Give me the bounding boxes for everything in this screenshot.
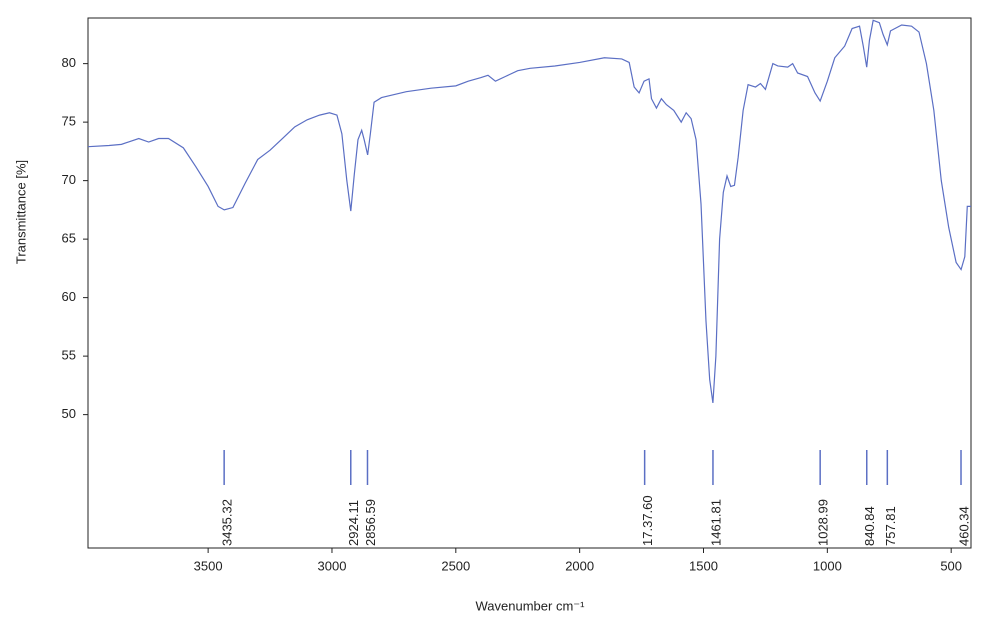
peak-label: 460.34 — [956, 506, 971, 546]
peak-label: 757.81 — [883, 506, 898, 546]
y-tick-label: 70 — [62, 172, 76, 187]
spectrum-line — [87, 19, 971, 404]
y-axis-title: Transmittance [%] — [13, 160, 28, 264]
peak-label: 3435.32 — [220, 499, 235, 546]
x-tick-label: 1500 — [689, 558, 718, 573]
y-tick-label: 65 — [62, 231, 76, 246]
plot-frame — [87, 17, 972, 549]
x-tick-label: 500 — [940, 558, 962, 573]
y-tick-label: 80 — [62, 55, 76, 70]
x-tick-label: 3500 — [194, 558, 223, 573]
x-tick-label: 2500 — [441, 558, 470, 573]
peak-label: 1028.99 — [816, 499, 831, 546]
x-tick-label: 2000 — [565, 558, 594, 573]
y-tick-label: 55 — [62, 348, 76, 363]
x-tick-label: 1000 — [813, 558, 842, 573]
y-tick-label: 75 — [62, 114, 76, 129]
peak-label: 1461.81 — [708, 499, 723, 546]
y-tick-label: 50 — [62, 406, 76, 421]
peak-label: 2856.59 — [363, 499, 378, 546]
peak-label: 2924.11 — [346, 500, 361, 546]
x-tick-label: 3000 — [318, 558, 347, 573]
peak-label: 840.84 — [862, 506, 877, 546]
x-axis-title: Wavenumber cm⁻¹ — [476, 598, 586, 613]
peak-label: 17.37.60 — [640, 495, 655, 546]
y-tick-label: 60 — [62, 289, 76, 304]
